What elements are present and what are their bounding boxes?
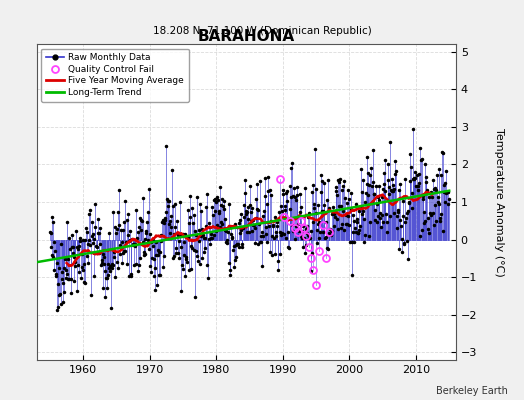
Text: 18.208 N, 71.100 W (Dominican Republic): 18.208 N, 71.100 W (Dominican Republic) (152, 26, 372, 36)
Legend: Raw Monthly Data, Quality Control Fail, Five Year Moving Average, Long-Term Tren: Raw Monthly Data, Quality Control Fail, … (41, 48, 189, 102)
Title: BARAHONA: BARAHONA (198, 29, 295, 44)
Text: Berkeley Earth: Berkeley Earth (436, 386, 508, 396)
Y-axis label: Temperature Anomaly (°C): Temperature Anomaly (°C) (494, 128, 504, 276)
